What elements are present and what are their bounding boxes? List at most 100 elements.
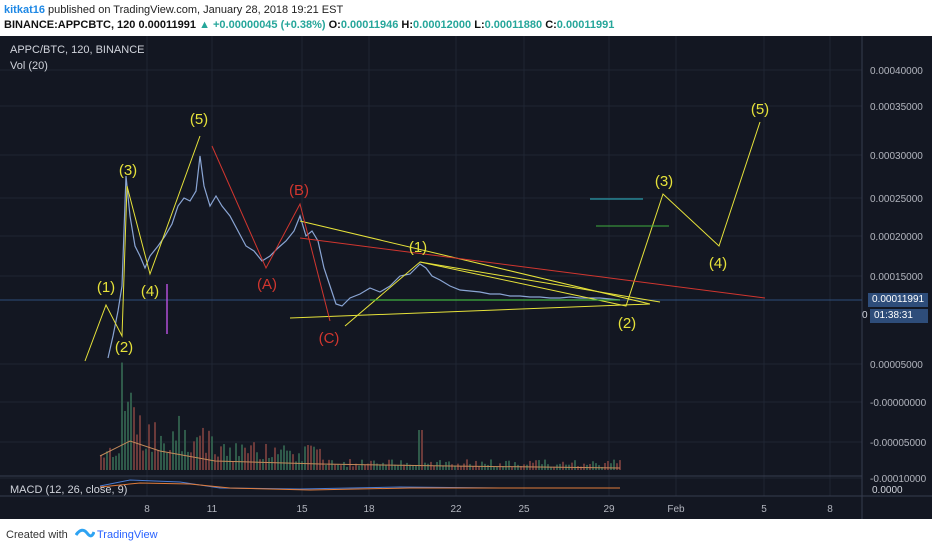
y-tick-label: 0.00005000 (870, 360, 923, 371)
volume-bar (244, 448, 246, 470)
tradingview-brand-link[interactable]: TradingView (97, 529, 158, 541)
x-tick-label: 25 (518, 504, 530, 515)
y-tick-label: 0.00015000 (870, 272, 923, 283)
volume-bar (331, 460, 333, 470)
wave-label-yellow: (1) (409, 239, 427, 256)
wave-label-red: (B) (289, 182, 309, 199)
x-tick-label: 11 (207, 504, 218, 515)
wave-label-red: (C) (319, 330, 340, 347)
volume-bar (604, 463, 606, 470)
volume-bar (211, 436, 213, 470)
current-price-tag: 0.00011991 (868, 293, 928, 307)
volume-bar (481, 462, 483, 470)
quote-line: BINANCE:APPCBTC, 120 0.00011991 ▲ +0.000… (4, 19, 614, 31)
volume-bar (364, 465, 366, 470)
volume-bar (100, 455, 102, 470)
close-value: 0.00011991 (557, 19, 615, 31)
wave-line-yellow (345, 122, 760, 326)
volume-bar (439, 460, 441, 470)
volume-bar (460, 466, 462, 470)
volume-bar (301, 461, 303, 470)
tradingview-logo-icon (75, 526, 95, 542)
volume-bar (457, 464, 459, 470)
y-tick-label: -0.00005000 (870, 438, 927, 449)
volume-bar (352, 466, 354, 470)
price-change: ▲ +0.00000045 (+0.38%) (199, 19, 325, 31)
volume-bar (346, 467, 348, 470)
author-link[interactable]: kitkat16 (4, 4, 45, 16)
volume-bar (175, 441, 177, 470)
volume-bar (187, 452, 189, 470)
wave-label-yellow: (5) (751, 101, 769, 118)
volume-bar (139, 415, 141, 470)
volume-bar (154, 422, 156, 470)
volume-bar (466, 459, 468, 470)
volume-bar (412, 465, 414, 470)
volume-bar (280, 450, 282, 470)
open-value: 0.00011946 (341, 19, 399, 31)
wave-label-yellow: (4) (141, 283, 159, 300)
volume-bar (610, 463, 612, 470)
chart-area[interactable]: (1) (2) (3) (4) (5) (1) (2) (3) (4) (5) (A) (B) (C) … (0, 36, 932, 519)
volume-bar (193, 441, 195, 470)
volume-bar (469, 464, 471, 470)
volume-bar (229, 448, 231, 470)
volume-bar (310, 446, 312, 470)
volume-bar (274, 448, 276, 470)
chart-canvas[interactable]: (1)(2)(3)(4)(5)(1)(2)(3)(4)(5)(A)(B)(C) … (0, 36, 932, 519)
volume-bar (583, 464, 585, 470)
volume-bar (214, 454, 216, 470)
wave-label-red: (A) (257, 276, 277, 293)
symbol-title: APPC/BTC, 120, BINANCE (10, 44, 145, 56)
volume-bar (490, 459, 492, 470)
publish-info: published on TradingView.com, January 28… (48, 4, 343, 16)
volume-bar (613, 460, 615, 470)
volume-bar (574, 460, 576, 470)
price-line (108, 156, 620, 358)
volume-bar (136, 435, 138, 470)
x-tick-label: 5 (761, 504, 767, 515)
y-tick-label: -0.00010000 (870, 474, 927, 485)
volume-bar (418, 430, 420, 470)
y-tick-label: -0.00000000 (870, 398, 927, 409)
wave-label-yellow: (4) (709, 255, 727, 272)
volume-bar (172, 431, 174, 470)
volume-bar (616, 463, 618, 470)
volume-bar (544, 460, 546, 470)
volume-bar (184, 430, 186, 470)
volume-bar (157, 450, 159, 470)
volume-bar (307, 445, 309, 470)
volume-bar (343, 462, 345, 470)
volume-bar (256, 452, 258, 470)
volume-bar (178, 416, 180, 470)
volume-bar (337, 465, 339, 470)
volume-bar (118, 453, 120, 470)
volume-bar (283, 445, 285, 470)
volume-bar (202, 428, 204, 470)
wave-label-yellow: (5) (190, 111, 208, 128)
macd-axis-value: 0.0000 (872, 485, 903, 496)
volume-bar (370, 461, 372, 470)
close-label: C: (545, 19, 557, 31)
volume-bar (277, 454, 279, 470)
volume-bar (562, 462, 564, 470)
volume-bar (145, 449, 147, 470)
volume-bar (262, 459, 264, 470)
volume-bar (421, 430, 423, 470)
macd-label: MACD (12, 26, close, 9) (10, 484, 127, 496)
volume-bar (235, 443, 237, 470)
volume-bar (289, 451, 291, 470)
volume-bar (406, 463, 408, 470)
volume-label: Vol (20) (10, 60, 48, 72)
low-value: 0.00011880 (485, 19, 543, 31)
volume-bar (463, 464, 465, 470)
volume-bar (298, 453, 300, 470)
volume-bar (232, 462, 234, 470)
volume-bar (595, 463, 597, 470)
volume-bar (475, 461, 477, 470)
volume-bar (295, 461, 297, 470)
x-tick-label: 29 (603, 504, 615, 515)
volume-bar (259, 459, 261, 470)
volume-bar (382, 463, 384, 470)
x-tick-label: Feb (667, 504, 685, 515)
